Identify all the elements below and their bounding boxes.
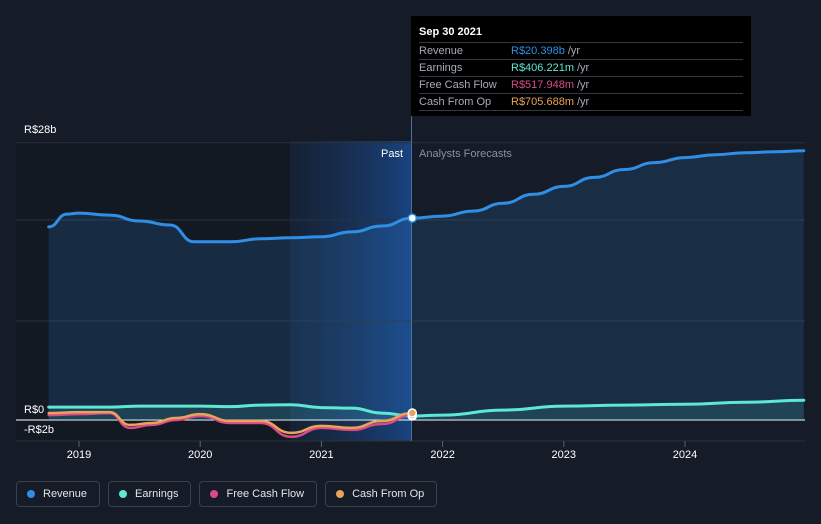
legend-dot-icon bbox=[336, 490, 345, 498]
legend-label: Cash From Op bbox=[352, 488, 425, 500]
legend-dot-icon bbox=[210, 490, 219, 498]
past-highlight-band bbox=[290, 141, 411, 441]
tooltip-date: Sep 30 2021 bbox=[419, 24, 743, 43]
tooltip-unit: /yr bbox=[577, 96, 590, 108]
cash-from-op-point bbox=[407, 408, 418, 418]
y-axis-top-label: R$28b bbox=[24, 124, 56, 136]
tooltip-label: Free Cash Flow bbox=[419, 79, 497, 91]
tooltip-value: R$517.948m bbox=[511, 79, 574, 91]
gridlines bbox=[16, 142, 805, 442]
forecast-label: Analysts Forecasts bbox=[419, 148, 512, 160]
x-axis-ticks: 2019 2020 2021 2022 2023 2024 bbox=[67, 441, 697, 461]
x-tick-label: 2024 bbox=[673, 449, 697, 461]
legend-dot-icon bbox=[27, 490, 35, 498]
tooltip-row-cash-from-op: Cash From Op R$705.688m /yr bbox=[419, 94, 743, 111]
tooltip-value: R$406.221m bbox=[511, 62, 574, 74]
tooltip-unit: /yr bbox=[567, 45, 581, 57]
x-tick-label: 2020 bbox=[188, 449, 212, 461]
legend-label: Earnings bbox=[135, 488, 179, 500]
tooltip-row-revenue: Revenue R$20.398b /yr bbox=[419, 43, 743, 60]
revenue-point bbox=[407, 213, 418, 223]
past-label: Past bbox=[381, 148, 403, 160]
legend-label: Revenue bbox=[43, 488, 88, 500]
y-axis-zero-label: R$0 bbox=[24, 404, 44, 416]
tooltip-unit: /yr bbox=[577, 62, 590, 74]
tooltip-unit: /yr bbox=[577, 79, 590, 91]
x-tick-label: 2023 bbox=[552, 449, 576, 461]
tooltip-row-earnings: Earnings R$406.221m /yr bbox=[419, 60, 743, 77]
tooltip-label: Earnings bbox=[419, 62, 463, 74]
earnings-line bbox=[47, 398, 806, 418]
legend-item-free-cash-flow[interactable]: Free Cash Flow bbox=[199, 481, 318, 507]
financial-chart: Past Analysts Forecasts R$28b R$0 -R$2b … bbox=[16, 16, 806, 461]
legend-item-earnings[interactable]: Earnings bbox=[108, 481, 192, 507]
legend-dot-icon bbox=[119, 490, 128, 498]
legend-item-cash-from-op[interactable]: Cash From Op bbox=[325, 481, 438, 507]
tooltip-row-free-cash-flow: Free Cash Flow R$517.948m /yr bbox=[419, 77, 743, 94]
tooltip-label: Cash From Op bbox=[419, 96, 492, 108]
legend-label: Free Cash Flow bbox=[226, 488, 305, 500]
cash-from-op-line bbox=[47, 410, 414, 435]
hover-markers bbox=[407, 213, 418, 421]
x-tick-label: 2019 bbox=[67, 449, 91, 461]
y-axis-bottom-label: -R$2b bbox=[24, 424, 54, 436]
legend-item-revenue[interactable]: Revenue bbox=[16, 481, 101, 507]
tooltip-label: Revenue bbox=[419, 45, 464, 57]
legend: Revenue Earnings Free Cash Flow Cash Fro… bbox=[16, 481, 438, 507]
tooltip: Sep 30 2021 Revenue R$20.398b /yr Earnin… bbox=[411, 16, 751, 116]
x-tick-label: 2022 bbox=[430, 449, 454, 461]
revenue-area bbox=[48, 150, 804, 420]
x-tick-label: 2021 bbox=[309, 449, 333, 461]
tooltip-value: R$705.688m bbox=[511, 96, 574, 108]
tooltip-value: R$20.398b bbox=[511, 45, 565, 57]
